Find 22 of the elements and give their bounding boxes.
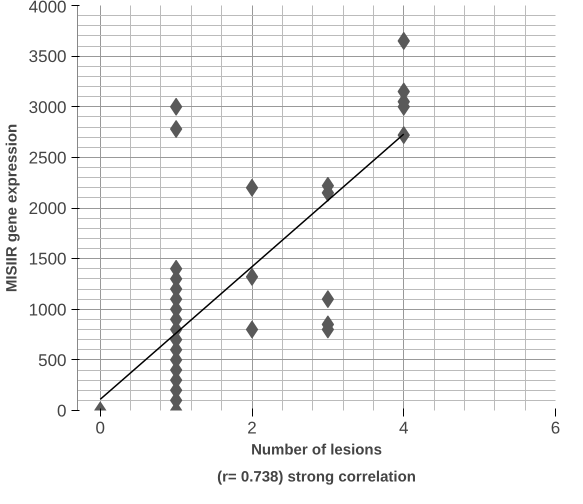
y-axis-title: MISIIR gene expression xyxy=(4,124,21,292)
y-tick-label: 500 xyxy=(38,350,67,370)
y-tick-label: 1500 xyxy=(28,250,67,269)
x-tick-label: 6 xyxy=(550,418,560,438)
x-tick-label: 0 xyxy=(96,418,106,438)
point xyxy=(170,98,182,116)
y-tick-label: 2500 xyxy=(28,148,67,168)
point xyxy=(246,320,258,338)
point xyxy=(170,120,182,138)
y-tick-label: 4000 xyxy=(28,0,67,16)
y-tick-label: 3500 xyxy=(28,47,67,66)
point xyxy=(246,178,258,197)
y-tick-label: 1000 xyxy=(28,300,67,320)
point xyxy=(322,290,334,308)
y-tick-label: 0 xyxy=(57,402,67,420)
x-tick-label: 4 xyxy=(399,418,408,438)
x-axis-title: Number of lesions xyxy=(251,442,382,458)
point xyxy=(246,268,258,286)
text: (r= 0.738) strong correlation xyxy=(217,468,416,486)
x-tick-label: 2 xyxy=(247,418,257,438)
y-tick-label: 3000 xyxy=(28,98,67,117)
y-tick-label: 2000 xyxy=(28,199,67,218)
